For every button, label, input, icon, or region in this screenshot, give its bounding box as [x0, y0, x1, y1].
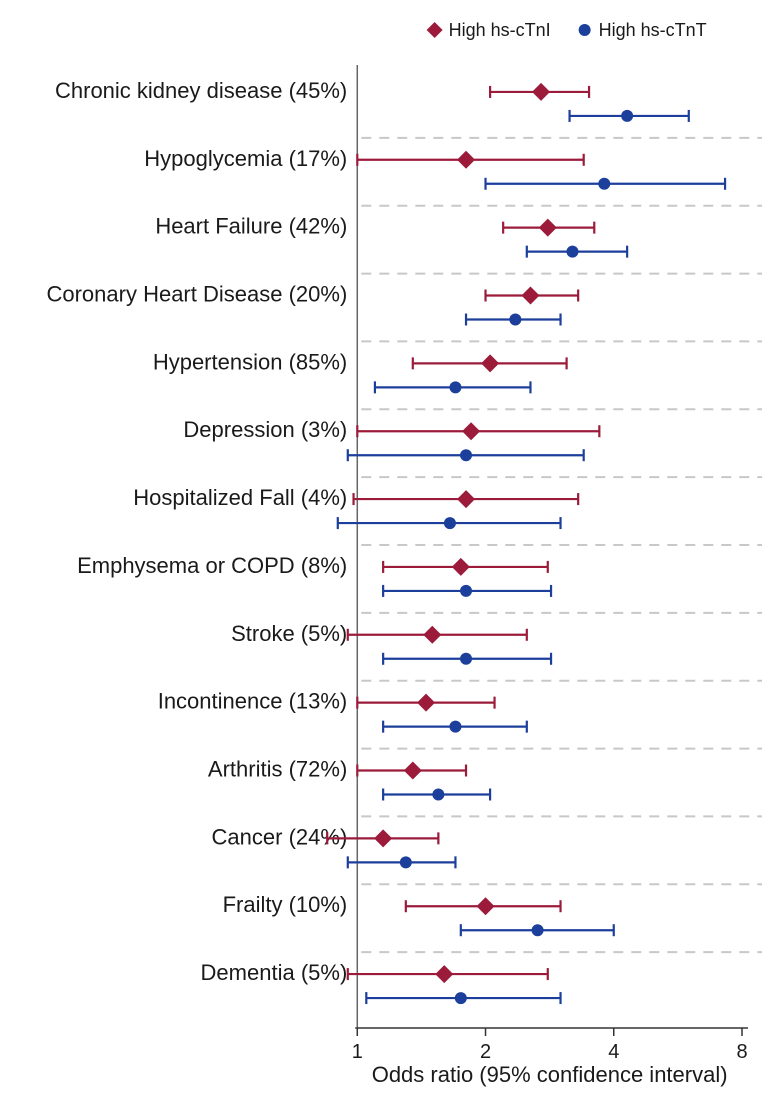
svg-text:Dementia (5%): Dementia (5%)	[201, 960, 348, 985]
svg-text:Heart Failure (42%): Heart Failure (42%)	[155, 214, 347, 239]
svg-text:Frailty (10%): Frailty (10%)	[223, 892, 348, 917]
svg-text:Arthritis (72%): Arthritis (72%)	[208, 757, 347, 782]
svg-text:Chronic kidney disease (45%): Chronic kidney disease (45%)	[55, 78, 347, 103]
svg-text:Coronary Heart Disease (20%): Coronary Heart Disease (20%)	[46, 282, 347, 307]
svg-text:Incontinence (13%): Incontinence (13%)	[158, 689, 348, 714]
svg-text:Hospitalized Fall (4%): Hospitalized Fall (4%)	[133, 485, 347, 510]
svg-text:1: 1	[352, 1041, 363, 1063]
svg-text:High hs-cTnI: High hs-cTnI	[449, 20, 551, 40]
svg-text:High hs-cTnT: High hs-cTnT	[599, 20, 707, 40]
svg-text:Hypoglycemia (17%): Hypoglycemia (17%)	[144, 146, 347, 171]
svg-text:Depression (3%): Depression (3%)	[183, 417, 347, 442]
forest-plot: Chronic kidney disease (45%) Hypoglycemia…	[0, 0, 782, 1100]
svg-text:4: 4	[608, 1041, 619, 1063]
svg-text:2: 2	[480, 1041, 491, 1063]
svg-text:Odds ratio (95% confidence int: Odds ratio (95% confidence interval)	[372, 1062, 728, 1087]
forest-plot-svg: Chronic kidney disease (45%) Hypoglycemia…	[0, 0, 782, 1100]
svg-text:Emphysema or COPD (8%): Emphysema or COPD (8%)	[77, 553, 347, 578]
svg-text:8: 8	[736, 1041, 747, 1063]
svg-text:Hypertension (85%): Hypertension (85%)	[153, 349, 347, 374]
svg-text:Stroke (5%): Stroke (5%)	[231, 621, 347, 646]
